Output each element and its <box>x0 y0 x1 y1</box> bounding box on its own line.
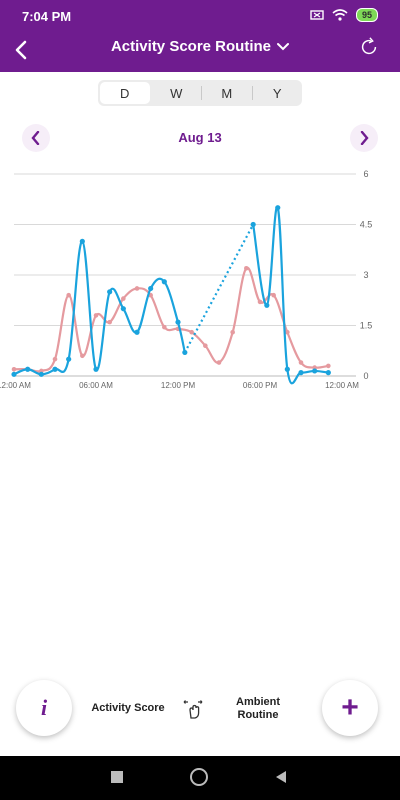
data-point <box>52 366 58 372</box>
data-point <box>216 360 222 365</box>
data-point <box>326 363 331 369</box>
page-title: Activity Score Routine <box>110 38 272 55</box>
next-date-button[interactable] <box>350 124 378 152</box>
battery-icon: 95 <box>355 8 378 22</box>
info-icon: i <box>40 695 48 720</box>
activity-score-tab[interactable]: Activity Score <box>91 702 165 714</box>
wifi-icon <box>332 9 348 21</box>
add-button[interactable]: + <box>322 680 378 736</box>
data-point <box>66 356 72 362</box>
date-navigator: Aug 13 <box>0 120 400 156</box>
data-point <box>134 286 140 291</box>
y-tick-label: 4.5 <box>360 220 373 230</box>
data-point <box>271 292 276 298</box>
divider <box>201 86 202 100</box>
x-tick-label: 06:00 AM <box>79 381 113 390</box>
y-tick-label: 1.5 <box>360 321 373 331</box>
bottom-bar: i Activity Score Ambient Routine + <box>0 680 400 750</box>
x-tick-label: 06:00 PM <box>243 381 278 390</box>
range-option-d[interactable]: D <box>100 82 150 104</box>
chevron-right-icon <box>360 131 369 145</box>
notification-icon <box>310 10 324 20</box>
data-point <box>325 370 331 376</box>
back-icon[interactable] <box>10 38 34 62</box>
data-point <box>66 292 71 298</box>
data-point <box>120 306 126 312</box>
range-option-w[interactable]: W <box>170 85 183 101</box>
data-point <box>79 238 85 244</box>
data-point <box>161 279 167 285</box>
series-line-pink <box>13 266 329 373</box>
data-point <box>312 368 318 374</box>
x-tick-label: 12:00 AM <box>325 381 359 390</box>
status-bar: 7:04 PM 95 <box>0 0 400 32</box>
date-label: Aug 13 <box>178 130 222 145</box>
data-point <box>93 366 99 372</box>
series-line-blue <box>252 206 329 385</box>
data-point <box>148 285 154 292</box>
data-point <box>284 366 290 372</box>
y-tick-label: 6 <box>363 169 368 179</box>
data-point <box>80 353 85 359</box>
series-line-blue <box>13 240 186 376</box>
app-bar: Activity Score Routine <box>0 32 400 72</box>
chevron-down-icon <box>277 42 290 50</box>
divider <box>251 86 253 100</box>
activity-chart: 6 4.5 3 1.5 0 12:00 AM 06:00 AM 12:00 PM 06:00 P… <box>0 169 373 390</box>
back-nav-icon[interactable] <box>274 770 288 784</box>
series-line-blue-dotted <box>183 223 255 353</box>
data-point <box>11 371 17 377</box>
range-option-y[interactable]: Y <box>272 85 282 101</box>
swipe-hand-icon[interactable] <box>182 698 204 720</box>
data-point <box>189 329 194 335</box>
range-selector: D W M Y <box>98 80 302 106</box>
data-point <box>52 356 58 362</box>
refresh-icon[interactable] <box>358 36 380 58</box>
chevron-left-icon <box>31 131 40 145</box>
title-dropdown[interactable]: Activity Score Routine <box>0 38 400 55</box>
y-tick-label: 3 <box>363 270 368 280</box>
data-point <box>162 324 167 330</box>
data-point <box>244 265 249 271</box>
data-point <box>134 329 140 335</box>
data-point <box>250 221 256 228</box>
info-button[interactable]: i <box>16 680 72 736</box>
y-tick-label: 0 <box>363 371 368 381</box>
data-point <box>182 349 188 356</box>
data-point <box>203 343 208 348</box>
status-time: 7:04 PM <box>22 9 72 24</box>
data-point <box>11 366 17 372</box>
system-nav-bar <box>0 756 400 800</box>
data-point <box>230 329 235 335</box>
data-point <box>38 371 44 377</box>
data-point <box>264 302 270 308</box>
previous-date-button[interactable] <box>22 124 50 152</box>
data-point <box>25 366 31 372</box>
data-point <box>275 205 281 211</box>
recent-apps-button[interactable] <box>111 771 123 783</box>
data-point <box>298 360 304 365</box>
data-point <box>107 319 112 325</box>
data-point <box>93 313 99 318</box>
ambient-routine-tab[interactable]: Ambient Routine <box>236 696 280 721</box>
data-point <box>257 299 263 305</box>
plus-icon: + <box>341 691 359 724</box>
x-tick-label: 12:00 AM <box>0 381 31 390</box>
data-point <box>298 370 304 376</box>
data-point <box>175 319 181 325</box>
data-point <box>285 329 290 335</box>
status-icons: 95 <box>310 8 378 22</box>
home-button[interactable] <box>190 768 208 786</box>
x-tick-label: 12:00 PM <box>161 381 196 390</box>
data-point <box>121 296 126 301</box>
range-option-m[interactable]: M <box>221 85 233 101</box>
data-point <box>107 289 113 295</box>
